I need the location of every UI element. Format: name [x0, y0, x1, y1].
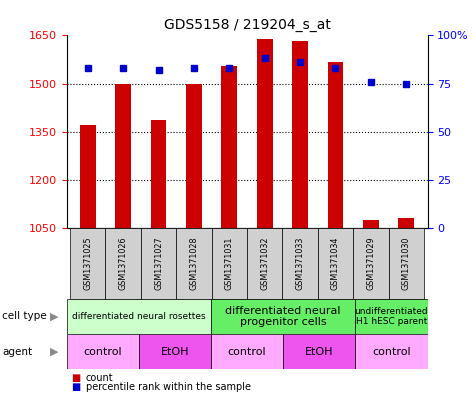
- Text: ▶: ▶: [50, 311, 58, 321]
- Text: GSM1371031: GSM1371031: [225, 237, 234, 290]
- Bar: [66, 334, 139, 369]
- Bar: [399, 218, 414, 228]
- Bar: [186, 83, 202, 228]
- Text: GSM1371030: GSM1371030: [402, 237, 411, 290]
- Bar: [176, 228, 211, 299]
- Text: GSM1371027: GSM1371027: [154, 237, 163, 290]
- Bar: [283, 334, 355, 369]
- Text: GSM1371028: GSM1371028: [190, 237, 199, 290]
- Text: differentiated neural
progenitor cells: differentiated neural progenitor cells: [225, 306, 341, 327]
- Bar: [66, 299, 211, 334]
- Text: GSM1371025: GSM1371025: [83, 237, 92, 290]
- Bar: [389, 228, 424, 299]
- Text: undifferentiated
H1 hESC parent: undifferentiated H1 hESC parent: [354, 307, 428, 326]
- Text: EtOH: EtOH: [161, 347, 189, 357]
- Title: GDS5158 / 219204_s_at: GDS5158 / 219204_s_at: [163, 18, 331, 31]
- Bar: [328, 62, 343, 228]
- Text: control: control: [228, 347, 266, 357]
- Text: agent: agent: [2, 347, 32, 357]
- Text: cell type: cell type: [2, 311, 47, 321]
- Bar: [115, 83, 131, 228]
- Bar: [151, 120, 166, 228]
- Bar: [211, 228, 247, 299]
- Text: differentiated neural rosettes: differentiated neural rosettes: [72, 312, 206, 321]
- Text: ■: ■: [71, 382, 80, 392]
- Bar: [247, 228, 283, 299]
- Bar: [318, 228, 353, 299]
- Bar: [211, 299, 355, 334]
- Text: EtOH: EtOH: [305, 347, 333, 357]
- Bar: [221, 66, 238, 228]
- Bar: [141, 228, 176, 299]
- Text: ■: ■: [71, 373, 80, 383]
- Bar: [211, 334, 283, 369]
- Bar: [292, 41, 308, 228]
- Bar: [70, 228, 105, 299]
- Bar: [283, 228, 318, 299]
- Bar: [256, 39, 273, 228]
- Bar: [355, 299, 428, 334]
- Text: ▶: ▶: [50, 347, 58, 357]
- Text: GSM1371034: GSM1371034: [331, 237, 340, 290]
- Text: GSM1371033: GSM1371033: [295, 237, 304, 290]
- Text: count: count: [86, 373, 113, 383]
- Bar: [353, 228, 389, 299]
- Bar: [355, 334, 428, 369]
- Text: GSM1371026: GSM1371026: [119, 237, 128, 290]
- Text: control: control: [372, 347, 411, 357]
- Bar: [363, 220, 379, 228]
- Text: GSM1371032: GSM1371032: [260, 237, 269, 290]
- Text: GSM1371029: GSM1371029: [366, 237, 375, 290]
- Bar: [80, 125, 95, 228]
- Bar: [139, 334, 211, 369]
- Text: control: control: [83, 347, 122, 357]
- Bar: [105, 228, 141, 299]
- Text: percentile rank within the sample: percentile rank within the sample: [86, 382, 250, 392]
